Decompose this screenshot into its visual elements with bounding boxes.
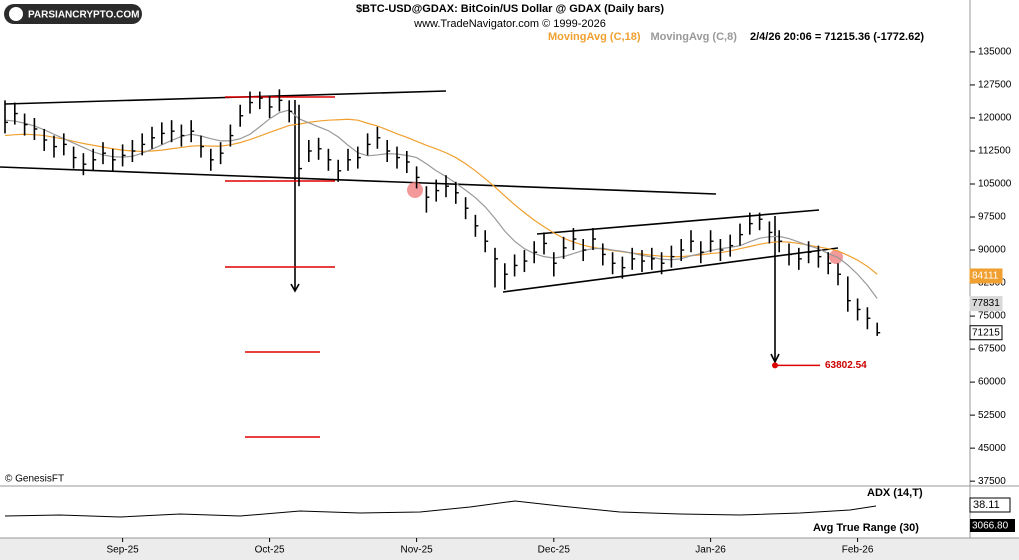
- atr-label: Avg True Range (30): [813, 522, 919, 534]
- y-tick-label: 52500: [978, 410, 1006, 421]
- price-badge: [969, 268, 1003, 284]
- highlight: [407, 182, 423, 198]
- logo-text: PARSIANCRYPTO.COM: [28, 10, 140, 21]
- x-tick-label: Feb-26: [842, 545, 874, 556]
- x-tick-label: Nov-25: [400, 545, 433, 556]
- price-badge-label: 84111: [972, 271, 999, 282]
- y-tick-label: 105000: [978, 179, 1012, 190]
- y-tick-label: 97500: [978, 212, 1006, 223]
- moving-average-line: [4, 109, 878, 299]
- trend-line: [536, 209, 820, 235]
- chart-title: $BTC-USD@GDAX: BitCoin/US Dollar @ GDAX …: [356, 3, 664, 15]
- arrow-head: [290, 283, 300, 293]
- logo-bg: [4, 4, 142, 24]
- y-tick-label: 127500: [978, 80, 1012, 91]
- logo-icon: [9, 7, 23, 21]
- trend-lines: [0, 90, 839, 364]
- y-tick-label: 45000: [978, 443, 1006, 454]
- atr-value: 3066.80: [972, 521, 1009, 532]
- y-tick-label: 90000: [978, 245, 1006, 256]
- price-badge-label: 71215: [972, 327, 1000, 338]
- x-tick-label: Jan-26: [695, 545, 726, 556]
- y-tick-label: 112500: [978, 146, 1011, 157]
- trend-line: [502, 247, 839, 293]
- adx-badge: [969, 497, 1011, 513]
- x-tick-label: Oct-25: [255, 545, 285, 556]
- x-tick-label: Sep-25: [106, 545, 139, 556]
- date-axis-strip: [0, 538, 1019, 560]
- target-dot: [772, 362, 778, 369]
- credit: © GenesisFT: [5, 474, 64, 485]
- y-tick-label: 75000: [978, 311, 1006, 322]
- legend-entry: MovingAvg (C,8): [651, 31, 738, 43]
- price-badge: [969, 296, 1003, 312]
- adx-line: [4, 500, 877, 518]
- y-tick-label: 135000: [978, 47, 1012, 58]
- y-tick-label: 120000: [978, 113, 1012, 124]
- arrow-head: [770, 353, 780, 364]
- y-tick-label: 67500: [978, 344, 1006, 355]
- price-badge-label: 77831: [972, 298, 1000, 309]
- trend-line: [0, 166, 717, 195]
- chart-subtitle: www.TradeNavigator.com © 1999-2026: [413, 18, 606, 30]
- last-quote: 2/4/26 20:06 = 71215.36 (-1772.62): [750, 31, 924, 43]
- target-label: 63802.54: [825, 360, 867, 371]
- atr-badge: [970, 519, 1015, 532]
- y-tick-label: 37500: [978, 476, 1006, 487]
- x-tick-label: Dec-25: [538, 545, 571, 556]
- y-tick-label: 60000: [978, 377, 1006, 388]
- adx-value: 38.11: [973, 499, 1000, 511]
- moving-average-line: [4, 118, 878, 275]
- price-badge: [969, 325, 1003, 341]
- legend-entry: MovingAvg (C,18): [548, 31, 641, 43]
- adx-label: ADX (14,T): [867, 487, 923, 499]
